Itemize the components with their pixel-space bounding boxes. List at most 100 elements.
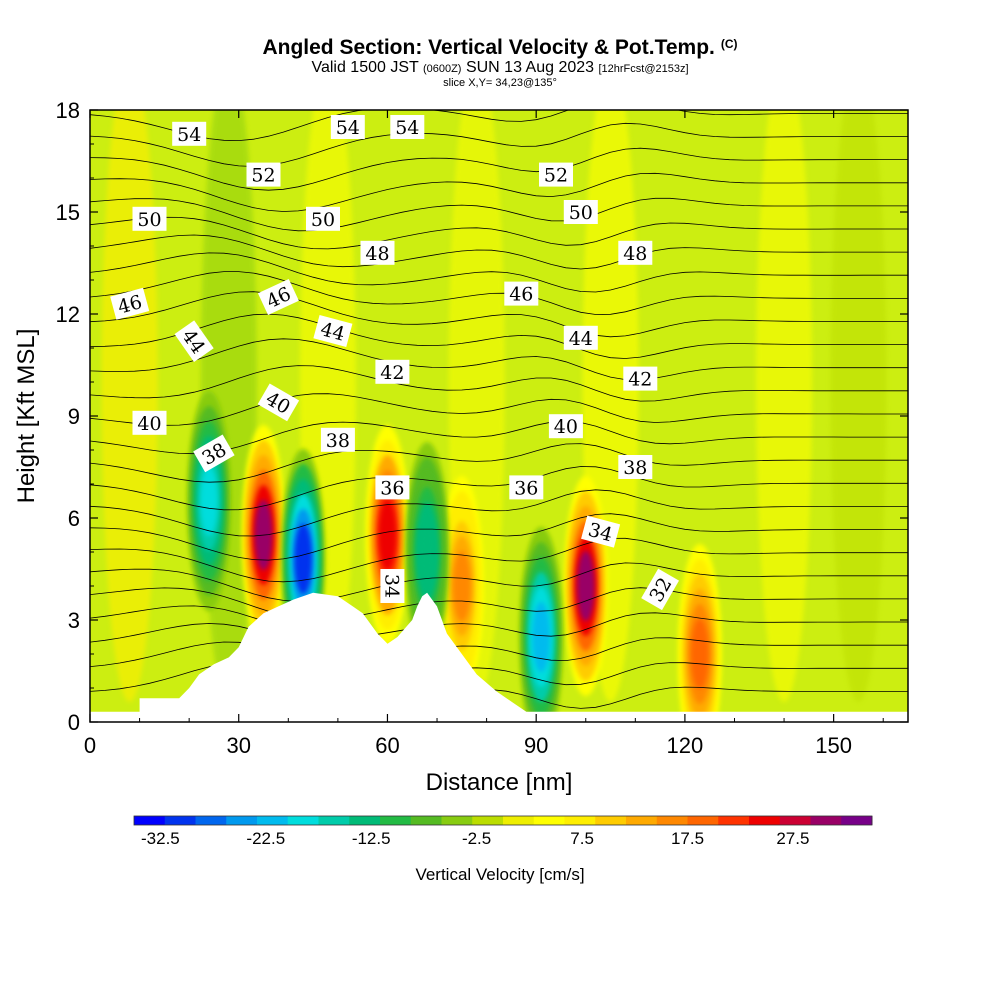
contour-label-box [360,240,395,265]
contour-label-box [509,475,544,500]
isentrope-line [90,216,908,250]
contour-label-box [174,320,214,363]
y-axis-title: Height [Kft MSL] [13,329,40,504]
isentrope-line [90,147,908,191]
colorbar-swatch [441,816,473,825]
contour-label-box [257,383,300,422]
x-tick-label: 0 [84,733,96,758]
contour-label-text: 50 [137,209,161,231]
x-tick-label: 120 [667,733,704,758]
contour-label-text: 48 [365,243,389,265]
contour-label-box [172,121,207,146]
contour-label-box [132,206,167,231]
x-tick-label: 60 [375,733,399,758]
colorbar-tick-label: 7.5 [570,829,594,848]
y-tick-label: 9 [68,404,80,429]
chart-title: Angled Section: Vertical Velocity & Pot.… [0,36,1000,60]
contour-label-box [548,414,583,439]
isentrope-line [90,271,908,315]
contour-label-box [563,200,598,224]
downdraft-shade [532,602,550,672]
y-tick-label: 15 [56,200,80,225]
contour-label: 52 [539,162,573,187]
colorbar-swatch [595,816,627,825]
field-band [756,110,813,702]
contour-label: 38 [320,427,355,452]
isentrope-line [90,443,908,483]
colorbar-swatch [257,816,289,825]
colorbar-swatch [626,816,658,825]
colorbar-swatch [503,816,535,825]
isentrope-line [90,252,908,293]
colorbar-swatch [749,816,781,825]
contour-label: 50 [306,206,340,231]
contour-label-box [306,206,340,231]
contour-label-text: 42 [380,362,404,384]
updraft-shade [577,551,595,621]
colorbar: -32.5 -22.5 -12.5 -2.5 7.5 17.5 27.5 [133,815,873,848]
colorbar-frame [133,815,873,826]
contour-label: 40 [132,410,167,435]
contour-label-box [246,162,281,187]
contour-label: 36 [375,475,410,500]
contour-label-box [563,325,598,350]
terrain [90,592,908,722]
contour-label: 42 [623,366,658,391]
field-band [101,110,158,702]
colorbar-swatch [533,816,565,825]
contour-label-text: 54 [336,117,360,139]
isentrope-line [90,291,908,338]
colorbar-tick-label: 27.5 [776,829,809,848]
contour-label-text: 50 [569,202,593,224]
colorbar-swatch [779,816,811,825]
y-tick-label: 0 [68,710,80,735]
colorbar-swatch [718,816,750,825]
isentrope-line [90,489,908,537]
contour-label: 52 [246,162,281,187]
contour-label-box [110,287,150,320]
contour-label-box [320,427,355,452]
x-tick-label: 90 [524,733,548,758]
valid-utc: (0600Z) [422,63,462,75]
colorbar-swatch [564,816,596,825]
contour-label-text: 54 [395,117,419,139]
terrain-layer [90,592,908,722]
colorbar-swatch [656,816,688,825]
isentrope-line [90,110,908,142]
contour-label-box [380,569,405,603]
contour-label-text: 42 [628,369,652,391]
contour-label: 50 [132,206,167,231]
slice-line: slice X,Y= 34,23@135° [443,77,557,89]
contour-label-box [618,455,653,479]
colorbar-swatch [810,816,842,825]
contour-label-text: 46 [509,284,533,306]
downdraft-shade [200,466,218,536]
contour-label-text: 36 [380,477,404,499]
colorbar-swatch [226,816,258,825]
contour-label-text: 54 [177,124,201,146]
contour-label-text: 52 [544,165,568,187]
isentrope-lines [90,110,908,709]
contour-label: 34 [581,515,621,548]
colorbar-swatch [841,816,873,825]
contour-label-box [132,410,167,435]
isentrope-line [90,393,908,426]
contour-label-text: 36 [514,477,538,499]
updraft-shade [378,500,397,570]
forecast-tag: [12hrFcst@2153z] [598,63,689,75]
colorbar-title: Vertical Velocity [cm/s] [415,865,584,884]
y-tick-label: 18 [56,98,80,123]
contour-label-box [504,281,539,306]
isentrope-line [90,365,908,402]
colorbar-tick-label: -12.5 [352,829,391,848]
colorbar-swatch [380,816,412,825]
contour-label-box [641,568,679,611]
colorbar-swatch [687,816,719,825]
colorbar-swatch [472,816,504,825]
downdraft-shade [418,517,436,587]
contour-label-box [539,162,573,187]
isentrope-line [90,313,908,359]
